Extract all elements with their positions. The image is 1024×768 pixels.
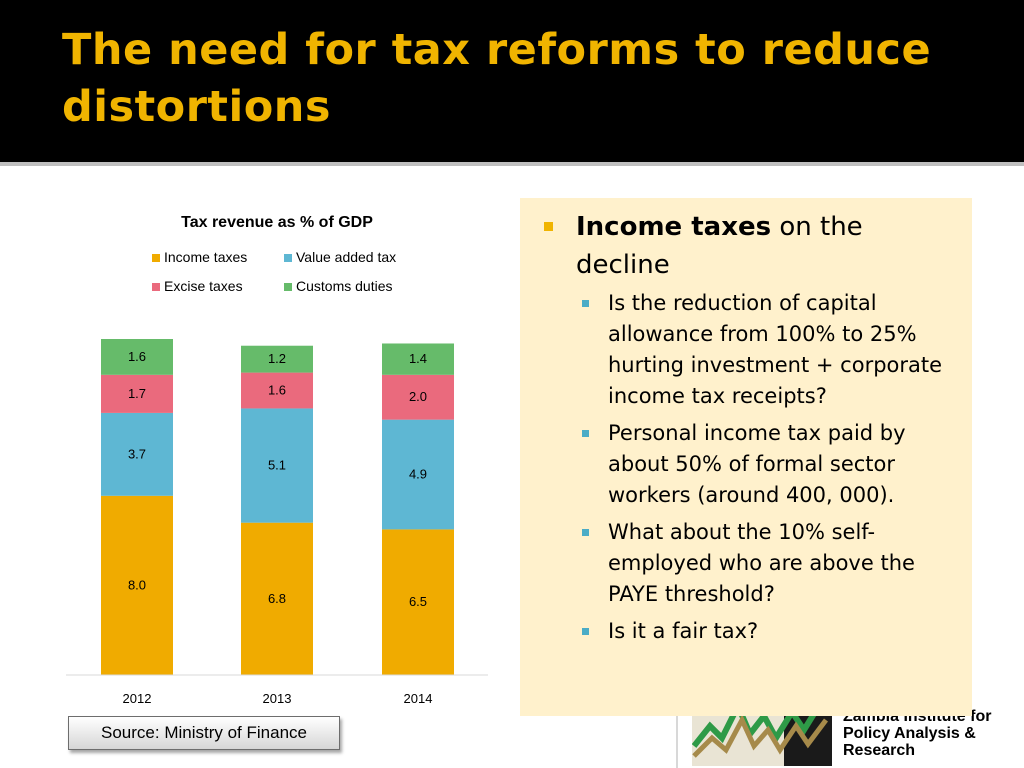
legend-label: Customs duties — [296, 278, 392, 294]
data-label: 4.9 — [409, 467, 427, 482]
sub-bullet: Is it a fair tax? — [582, 616, 952, 647]
x-tick-label: 2012 — [123, 691, 152, 706]
bar-segment — [382, 419, 454, 530]
data-label: 5.1 — [268, 458, 286, 473]
data-label: 8.0 — [128, 577, 146, 592]
data-label: 3.7 — [128, 446, 146, 461]
slide-content: Tax revenue as % of GDP Income taxes Valu… — [0, 166, 1024, 768]
bar-segment — [241, 372, 313, 409]
bar-segment — [101, 495, 173, 675]
slide-title: The need for tax reforms to reduce disto… — [62, 25, 932, 132]
title-divider — [0, 162, 1024, 166]
legend-swatch — [284, 254, 292, 262]
bar-segment — [101, 412, 173, 496]
data-label: 1.7 — [128, 386, 146, 401]
bar-segment — [101, 374, 173, 413]
main-bullet-bold: Income taxes — [576, 212, 772, 242]
bar-segment — [101, 339, 173, 375]
legend-label: Income taxes — [164, 249, 247, 265]
data-label: 1.6 — [128, 349, 146, 364]
chart-legend: Income taxes Value added tax Excise taxes C… — [152, 249, 396, 294]
legend-swatch — [152, 254, 160, 262]
bar-segment — [241, 345, 313, 373]
source-note: Source: Ministry of Finance — [68, 716, 340, 750]
sub-bullet: What about the 10% self-employed who are… — [582, 517, 952, 610]
x-axis-ticks: 2012 2013 2014 — [123, 691, 433, 706]
x-tick-label: 2014 — [404, 691, 433, 706]
sub-bullet: Personal income tax paid by about 50% of… — [582, 418, 952, 511]
title-bar: The need for tax reforms to reduce disto… — [0, 0, 1024, 160]
main-bullet-rest: on the decline — [576, 212, 863, 280]
bar-segment — [382, 374, 454, 420]
legend-swatch — [284, 283, 292, 291]
logo-divider — [676, 676, 678, 768]
data-label: 2.0 — [409, 389, 427, 404]
bar-segment — [382, 343, 454, 375]
bar-segment — [241, 522, 313, 675]
stacked-bar-chart: Tax revenue as % of GDP Income taxes Valu… — [0, 166, 520, 768]
bar-segment — [382, 529, 454, 675]
chart-bars: 8.0 3.7 1.7 1.6 6.8 5.1 1.6 1.2 6.5 4.9 2.0 1.4 — [101, 339, 454, 675]
sub-bullet: Is the reduction of capital allowance fr… — [582, 288, 952, 412]
sub-bullet-list: Is the reduction of capital allowance fr… — [544, 288, 952, 647]
data-label: 6.8 — [268, 591, 286, 606]
data-label: 6.5 — [409, 594, 427, 609]
data-label: 1.4 — [409, 351, 427, 366]
legend-label: Excise taxes — [164, 278, 243, 294]
chart-title: Tax revenue as % of GDP — [181, 214, 373, 231]
legend-swatch — [152, 283, 160, 291]
legend-label: Value added tax — [296, 249, 396, 265]
chart-svg: Tax revenue as % of GDP Income taxes Valu… — [66, 214, 488, 706]
x-tick-label: 2013 — [263, 691, 292, 706]
data-label: 1.2 — [268, 351, 286, 366]
data-label: 1.6 — [268, 383, 286, 398]
bar-segment — [241, 408, 313, 523]
main-bullet: Income taxes on the decline — [544, 208, 952, 284]
notes-panel: Income taxes on the decline Is the reduc… — [520, 198, 972, 716]
